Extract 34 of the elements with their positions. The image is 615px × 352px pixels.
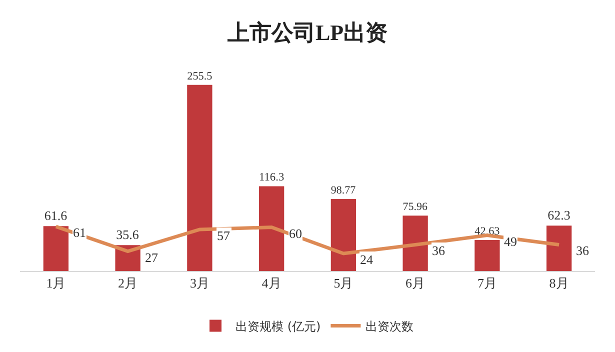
data-label: 57 — [217, 228, 230, 243]
bar — [402, 216, 428, 271]
data-label: 116.3 — [258, 172, 284, 184]
x-tick-label: 5月 — [334, 276, 354, 291]
data-label: 36 — [576, 243, 590, 258]
data-label: 35.6 — [116, 227, 140, 242]
x-tick-label: 6月 — [406, 276, 426, 291]
data-label: 24 — [360, 252, 374, 267]
legend-label: 出资次数 — [366, 319, 414, 334]
x-tick-label: 1月 — [46, 276, 66, 291]
data-label: 36 — [432, 243, 446, 258]
x-tick-label: 3月 — [190, 276, 210, 291]
data-label: 62.3 — [548, 208, 570, 223]
chart-title: 上市公司LP出资 — [226, 20, 388, 46]
x-tick-label: 8月 — [549, 276, 569, 291]
data-label: 42.63 — [474, 225, 500, 238]
data-label: 61.6 — [44, 208, 68, 224]
bar — [330, 199, 356, 271]
legend-label: 出资规模 (亿元) — [236, 319, 321, 334]
x-tick-label: 2月 — [118, 276, 138, 291]
bar — [546, 226, 572, 271]
data-label: 61 — [73, 225, 86, 240]
data-label: 49 — [504, 234, 517, 249]
bar — [187, 84, 212, 271]
data-label: 255.5 — [187, 70, 213, 82]
data-label: 27 — [145, 250, 158, 265]
bar — [43, 226, 69, 271]
data-label: 75.96 — [402, 201, 428, 214]
x-tick-label: 4月 — [262, 276, 282, 291]
bar — [258, 186, 284, 271]
data-label: 98.77 — [330, 184, 356, 197]
x-tick-label: 7月 — [477, 276, 497, 291]
bar — [474, 240, 500, 271]
data-label: 60 — [289, 226, 302, 241]
